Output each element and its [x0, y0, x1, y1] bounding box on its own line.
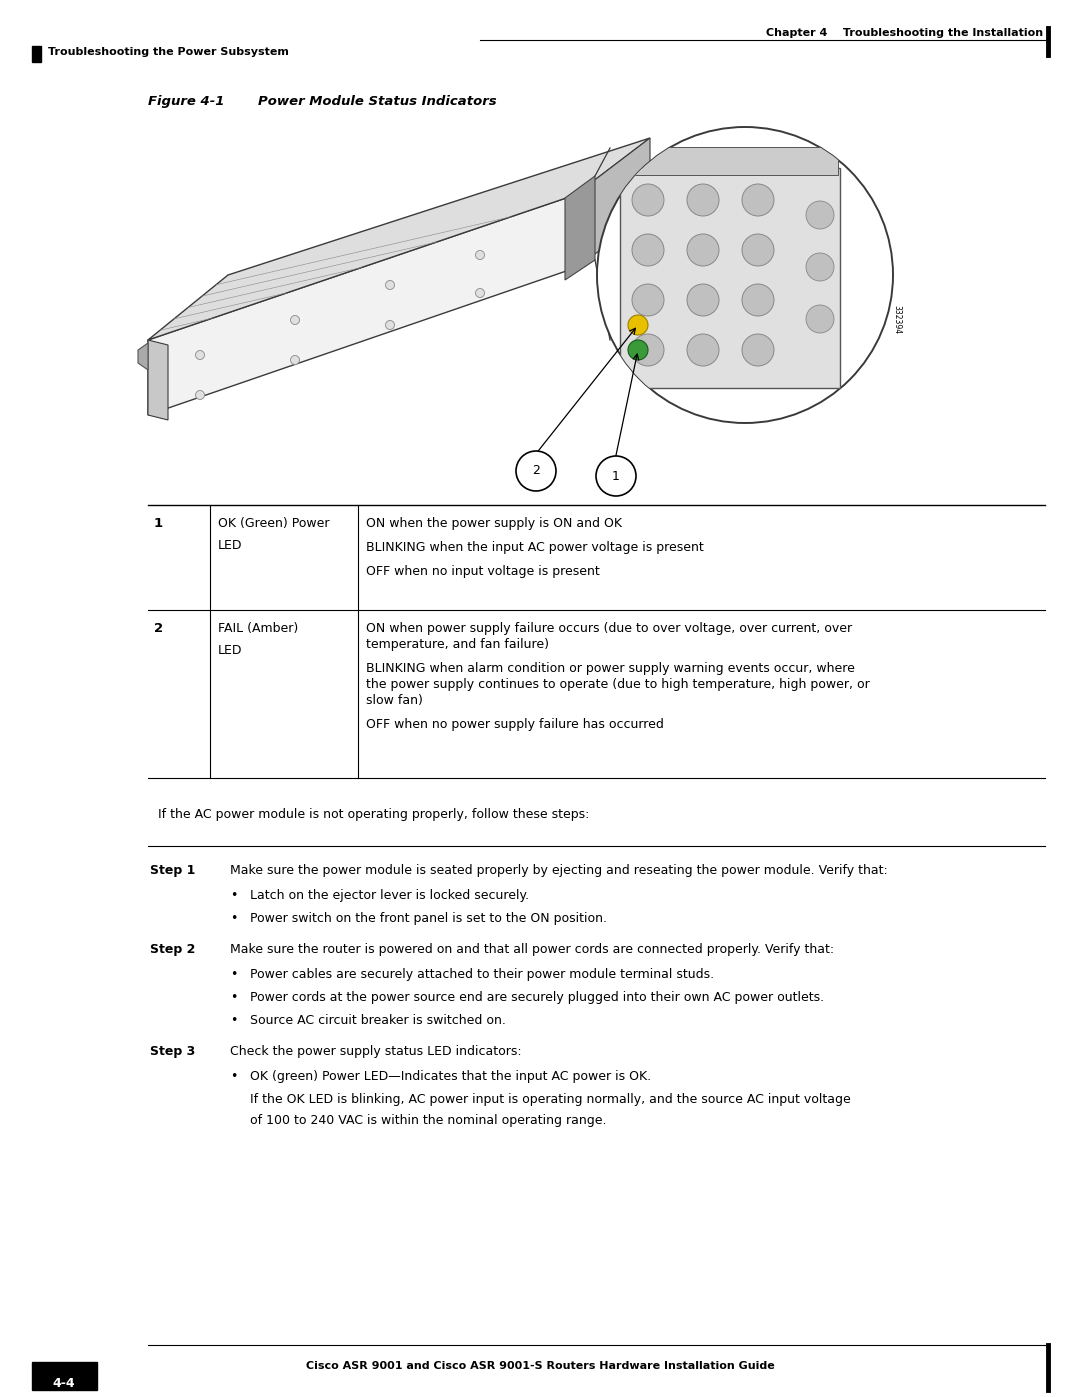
Text: •: •	[230, 1014, 238, 1027]
Text: •: •	[230, 968, 238, 981]
Text: If the AC power module is not operating properly, follow these steps:: If the AC power module is not operating …	[158, 807, 590, 821]
Text: OFF when no power supply failure has occurred: OFF when no power supply failure has occ…	[366, 718, 664, 731]
Bar	[32, 1362, 97, 1390]
Text: Step 1: Step 1	[150, 863, 195, 877]
Circle shape	[627, 314, 648, 335]
Polygon shape	[148, 138, 650, 339]
Text: slow fan): slow fan)	[366, 694, 423, 707]
Text: •: •	[230, 1070, 238, 1083]
Polygon shape	[565, 176, 595, 279]
Circle shape	[386, 320, 394, 330]
Circle shape	[806, 305, 834, 332]
Text: 332394: 332394	[892, 306, 902, 334]
Text: 1: 1	[612, 469, 620, 482]
Text: •: •	[230, 912, 238, 925]
Text: Step 2: Step 2	[150, 943, 195, 956]
Polygon shape	[575, 138, 650, 268]
Circle shape	[742, 334, 774, 366]
Circle shape	[742, 235, 774, 265]
Text: Power Module Status Indicators: Power Module Status Indicators	[258, 95, 497, 108]
Text: Cisco ASR 9001 and Cisco ASR 9001-S Routers Hardware Installation Guide: Cisco ASR 9001 and Cisco ASR 9001-S Rout…	[306, 1361, 774, 1370]
Text: Chapter 4    Troubleshooting the Installation: Chapter 4 Troubleshooting the Installati…	[766, 28, 1043, 38]
Text: BLINKING when the input AC power voltage is present: BLINKING when the input AC power voltage…	[366, 541, 704, 555]
Text: Check the power supply status LED indicators:: Check the power supply status LED indica…	[230, 1045, 522, 1058]
Circle shape	[742, 284, 774, 316]
Circle shape	[687, 334, 719, 366]
Circle shape	[291, 355, 299, 365]
Text: Step 3: Step 3	[150, 1045, 195, 1058]
Text: Troubleshooting the Power Subsystem: Troubleshooting the Power Subsystem	[48, 47, 288, 57]
Polygon shape	[138, 344, 148, 370]
Circle shape	[632, 235, 664, 265]
Circle shape	[475, 250, 485, 260]
Text: •: •	[230, 990, 238, 1004]
FancyBboxPatch shape	[622, 147, 838, 175]
Text: of 100 to 240 VAC is within the nominal operating range.: of 100 to 240 VAC is within the nominal …	[249, 1113, 607, 1127]
Text: 2: 2	[154, 622, 163, 636]
Text: OFF when no input voltage is present: OFF when no input voltage is present	[366, 564, 599, 578]
Text: Figure 4-1: Figure 4-1	[148, 95, 225, 108]
Text: LED: LED	[218, 644, 243, 657]
Circle shape	[742, 184, 774, 217]
Text: OK (Green) Power: OK (Green) Power	[218, 517, 329, 529]
Circle shape	[627, 339, 648, 360]
Circle shape	[632, 284, 664, 316]
Text: LED: LED	[218, 539, 243, 552]
Circle shape	[687, 284, 719, 316]
Text: Latch on the ejector lever is locked securely.: Latch on the ejector lever is locked sec…	[249, 888, 529, 902]
Circle shape	[475, 289, 485, 298]
Circle shape	[632, 334, 664, 366]
Text: ON when the power supply is ON and OK: ON when the power supply is ON and OK	[366, 517, 622, 529]
Text: Power switch on the front panel is set to the ON position.: Power switch on the front panel is set t…	[249, 912, 607, 925]
Text: 2: 2	[532, 464, 540, 478]
Bar	[32, 46, 41, 61]
Text: 1: 1	[154, 517, 163, 529]
Text: Make sure the power module is seated properly by ejecting and reseating the powe: Make sure the power module is seated pro…	[230, 863, 888, 877]
Circle shape	[806, 201, 834, 229]
Text: BLINKING when alarm condition or power supply warning events occur, where: BLINKING when alarm condition or power s…	[366, 662, 855, 675]
Polygon shape	[148, 196, 575, 415]
Text: OK (green) Power LED—Indicates that the input AC power is OK.: OK (green) Power LED—Indicates that the …	[249, 1070, 651, 1083]
Text: Source AC circuit breaker is switched on.: Source AC circuit breaker is switched on…	[249, 1014, 505, 1027]
Text: Make sure the router is powered on and that all power cords are connected proper: Make sure the router is powered on and t…	[230, 943, 834, 956]
Text: •: •	[230, 888, 238, 902]
Circle shape	[195, 391, 204, 400]
Text: FAIL (Amber): FAIL (Amber)	[218, 622, 298, 636]
Text: ON when power supply failure occurs (due to over voltage, over current, over: ON when power supply failure occurs (due…	[366, 622, 852, 636]
Circle shape	[195, 351, 204, 359]
Circle shape	[596, 455, 636, 496]
Polygon shape	[148, 339, 168, 420]
Text: 4-4: 4-4	[53, 1377, 76, 1390]
Text: temperature, and fan failure): temperature, and fan failure)	[366, 638, 549, 651]
Text: Power cords at the power source end are securely plugged into their own AC power: Power cords at the power source end are …	[249, 990, 824, 1004]
Circle shape	[291, 316, 299, 324]
FancyBboxPatch shape	[620, 168, 840, 388]
Circle shape	[687, 184, 719, 217]
Circle shape	[516, 451, 556, 490]
Circle shape	[687, 235, 719, 265]
Circle shape	[597, 127, 893, 423]
Circle shape	[386, 281, 394, 289]
Text: Power cables are securely attached to their power module terminal studs.: Power cables are securely attached to th…	[249, 968, 714, 981]
Circle shape	[806, 253, 834, 281]
Circle shape	[632, 184, 664, 217]
Text: the power supply continues to operate (due to high temperature, high power, or: the power supply continues to operate (d…	[366, 678, 869, 692]
Text: If the OK LED is blinking, AC power input is operating normally, and the source : If the OK LED is blinking, AC power inpu…	[249, 1092, 851, 1106]
